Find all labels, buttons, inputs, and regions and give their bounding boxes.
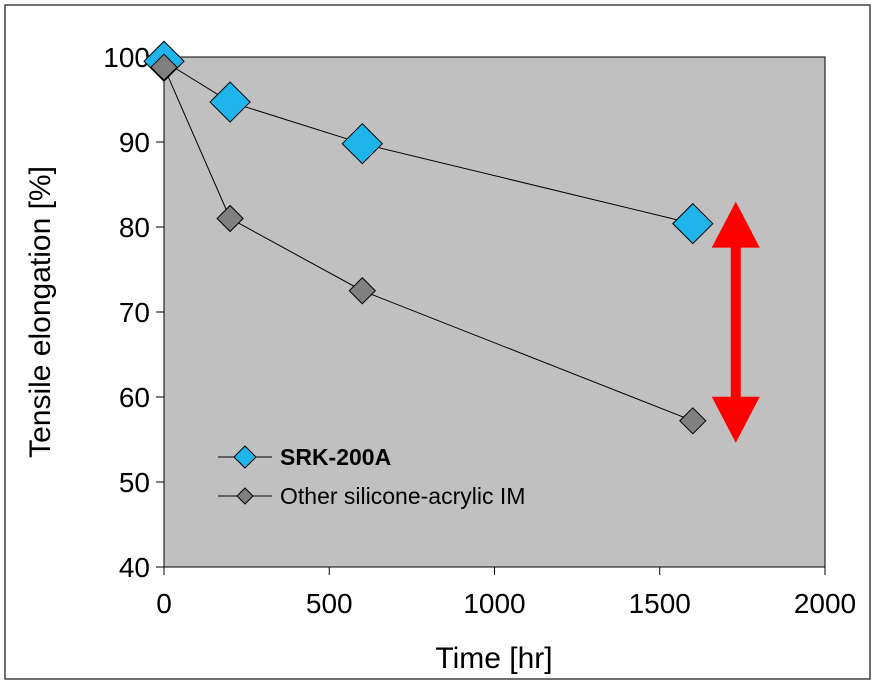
legend-marker — [233, 445, 257, 469]
y-tick-label: 100 — [103, 42, 150, 73]
x-tick-label: 1000 — [463, 588, 525, 619]
legend-entry-2: Other silicone-acrylic IM — [218, 483, 525, 509]
annotation-layer — [711, 201, 760, 443]
y-tick-label: 80 — [119, 212, 150, 243]
y-tick-label: 60 — [119, 382, 150, 413]
axes-layer: 0 500 1000 1500 2000 40 50 60 70 80 90 100 — [103, 42, 856, 619]
series-2 — [150, 53, 707, 435]
data-point — [348, 277, 377, 305]
data-point — [672, 202, 714, 245]
series-line — [163, 66, 693, 422]
y-tick-label: 70 — [119, 297, 150, 328]
x-tick-label: 500 — [306, 588, 353, 619]
y-tick-label: 40 — [119, 552, 150, 583]
data-point — [216, 204, 244, 233]
plot-area — [163, 56, 826, 568]
y-tick-label: 50 — [119, 467, 150, 498]
data-point — [209, 81, 251, 123]
legend-marker — [236, 487, 254, 505]
x-axis-label: Time [hr] — [435, 642, 552, 675]
legend: SRK-200A Other silicone-acrylic IM — [218, 444, 525, 509]
x-tick-label: 1500 — [629, 588, 691, 619]
legend-entry-1: SRK-200A — [218, 444, 391, 470]
y-axis-label: Tensile elongation [%] — [24, 166, 57, 458]
y-tick-label: 90 — [119, 127, 150, 158]
legend-label: SRK-200A — [280, 444, 391, 470]
legend-label: Other silicone-acrylic IM — [280, 483, 525, 509]
x-tick-label: 2000 — [794, 588, 856, 619]
data-point — [341, 122, 384, 165]
series-layer — [143, 40, 714, 435]
data-point — [150, 53, 178, 81]
x-tick-label: 0 — [156, 588, 172, 619]
data-point — [679, 407, 707, 435]
double-arrow-annotation — [711, 201, 760, 443]
series-line — [163, 60, 693, 225]
